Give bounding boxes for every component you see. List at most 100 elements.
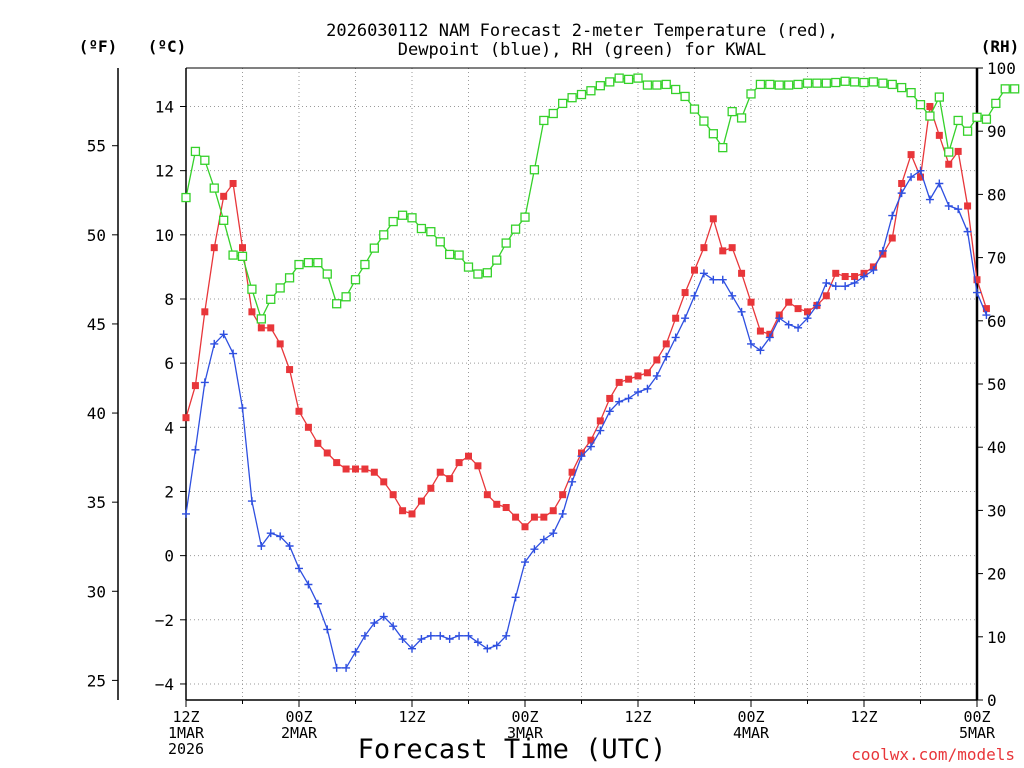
celsius-tick-label: −4 [155, 675, 174, 694]
rh-marker [256, 314, 266, 324]
rh-marker [718, 142, 728, 153]
dewpoint-marker [954, 205, 963, 214]
dewpoint-marker [511, 593, 520, 602]
rh-marker [454, 250, 464, 260]
temperature-marker [502, 504, 510, 512]
rh-marker [190, 146, 201, 157]
temperature-marker [832, 269, 840, 277]
temperature-marker [201, 308, 209, 316]
dewpoint-marker [492, 641, 501, 650]
rh-marker [510, 224, 521, 234]
rh-marker [859, 77, 869, 88]
temperature-marker [257, 324, 265, 332]
dewpoint-marker [935, 179, 944, 188]
dewpoint-marker [304, 580, 313, 589]
dewpoint-marker [944, 201, 953, 210]
x-tick-label: 2026 [168, 740, 204, 758]
temperature-marker [427, 484, 435, 492]
temperature-marker [653, 356, 661, 364]
dewpoint-marker [295, 564, 303, 573]
temperature-marker [709, 215, 717, 223]
rh-marker [266, 294, 276, 304]
temperature-marker [606, 394, 614, 402]
dewpoint-marker [775, 314, 784, 323]
x-tick-label: 12Z [850, 708, 877, 726]
x-tick-label: 4MAR [733, 724, 770, 742]
temperature-marker [917, 173, 924, 181]
celsius-tick-label: −2 [155, 611, 174, 630]
rh-marker [407, 213, 417, 223]
rh-marker [887, 79, 897, 90]
dewpoint-marker [690, 291, 699, 300]
rh-marker [473, 269, 483, 279]
dewpoint-marker [210, 339, 219, 348]
rh-marker [369, 243, 379, 253]
rh-marker [586, 86, 596, 96]
dewpoint-marker [907, 173, 916, 182]
x-tick-label: 12Z [172, 708, 199, 726]
rh-marker [736, 113, 747, 123]
rh-marker [661, 79, 671, 90]
temperature-marker [728, 244, 736, 252]
rh-marker [435, 237, 445, 247]
dewpoint-marker [257, 542, 266, 551]
temperature-marker [530, 513, 538, 521]
temperature-marker [370, 468, 378, 476]
rh-marker [322, 269, 332, 279]
temperature-marker [568, 468, 576, 476]
dewpoint-marker [878, 246, 887, 255]
rh-tick-label: 30 [987, 501, 1006, 520]
rh-marker [576, 89, 587, 100]
dewpoint-marker [408, 644, 416, 653]
rh-marker [972, 112, 982, 122]
series-line [185, 106, 988, 528]
rh-marker [529, 165, 540, 175]
dewpoint-marker [671, 333, 680, 342]
temperature-marker [738, 269, 746, 277]
dewpoint-marker [756, 346, 765, 355]
temperature-marker [540, 513, 548, 521]
rh-marker [925, 111, 935, 121]
dewpoint-marker [266, 529, 275, 538]
rh-marker [981, 114, 992, 124]
temperature-marker [342, 465, 350, 473]
temperature-marker [417, 497, 425, 505]
celsius-tick-label: 14 [155, 97, 174, 116]
fahrenheit-tick-label: 45 [87, 315, 106, 334]
temperature-marker [672, 314, 680, 322]
dewpoint-marker [803, 314, 812, 323]
temperature-marker [295, 407, 303, 415]
dewpoint-marker [643, 384, 652, 393]
dewpoint-marker [398, 635, 407, 644]
celsius-tick-label: 10 [155, 226, 174, 245]
rh-tick-label: 100 [987, 59, 1016, 78]
dewpoint-marker [718, 275, 727, 284]
series-line [185, 77, 1015, 321]
series-group [181, 73, 1020, 672]
dewpoint-marker [360, 631, 369, 640]
x-tick-label: 3MAR [507, 724, 544, 742]
dewpoint-marker [747, 339, 755, 348]
dewpoint-marker [888, 211, 897, 220]
temperature-marker [352, 465, 359, 473]
rh-marker [397, 210, 408, 220]
temperature-marker [361, 465, 369, 473]
celsius-tick-label: 4 [164, 418, 174, 437]
dewpoint-marker [351, 647, 360, 656]
dewpoint-marker [822, 278, 831, 287]
temperature-marker [446, 475, 454, 483]
rh-tick-label: 70 [987, 249, 1006, 268]
dewpoint-marker [982, 311, 991, 320]
dewpoint-marker [699, 269, 708, 278]
rh-marker [200, 155, 210, 165]
rh-marker [501, 238, 511, 248]
rh-marker [934, 92, 944, 102]
dewpoint-marker [191, 445, 200, 454]
dewpoint-marker [549, 529, 558, 538]
rh-marker [840, 76, 850, 86]
dewpoint-marker [379, 612, 388, 621]
dewpoint-marker [841, 282, 850, 291]
temperature-marker [474, 462, 482, 470]
celsius-tick-label: 6 [164, 354, 174, 373]
dewpoint-marker [765, 333, 774, 342]
